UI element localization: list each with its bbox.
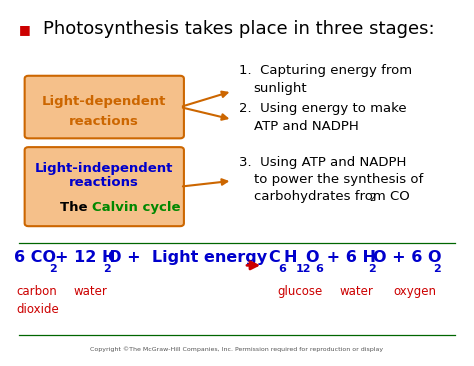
Text: 6: 6 — [278, 264, 286, 274]
Text: carbohydrates from CO: carbohydrates from CO — [254, 190, 410, 203]
Text: 2: 2 — [103, 264, 111, 274]
Text: Light-independent: Light-independent — [35, 162, 173, 175]
Text: 2.  Using energy to make: 2. Using energy to make — [239, 102, 407, 116]
Text: + 12 H: + 12 H — [55, 250, 115, 265]
Text: carbon: carbon — [17, 285, 57, 299]
Text: reactions: reactions — [69, 176, 139, 190]
Text: to power the synthesis of: to power the synthesis of — [254, 173, 423, 186]
Text: O +  Light energy: O + Light energy — [108, 250, 267, 265]
Text: Photosynthesis takes place in three stages:: Photosynthesis takes place in three stag… — [43, 20, 434, 38]
Text: ATP and NADPH: ATP and NADPH — [254, 120, 358, 133]
Text: water: water — [340, 285, 374, 299]
Text: + 6 H: + 6 H — [321, 250, 376, 265]
Text: 3.  Using ATP and NADPH: 3. Using ATP and NADPH — [239, 156, 407, 169]
Text: 2: 2 — [368, 264, 375, 274]
Text: dioxide: dioxide — [17, 303, 59, 316]
Text: 1.  Capturing energy from: 1. Capturing energy from — [239, 64, 412, 77]
Text: water: water — [73, 285, 107, 299]
Text: O + 6 O: O + 6 O — [373, 250, 442, 265]
Text: oxygen: oxygen — [393, 285, 437, 299]
FancyBboxPatch shape — [25, 76, 184, 138]
Text: 2: 2 — [370, 193, 376, 202]
Text: ■: ■ — [19, 23, 31, 36]
Text: 2: 2 — [433, 264, 441, 274]
Text: C: C — [268, 250, 280, 265]
Text: 2: 2 — [49, 264, 56, 274]
Text: Light-dependent: Light-dependent — [42, 95, 166, 108]
Text: O: O — [305, 250, 319, 265]
Text: 6 CO: 6 CO — [14, 250, 56, 265]
Text: Calvin cycle: Calvin cycle — [92, 201, 181, 214]
Text: glucose: glucose — [277, 285, 322, 299]
Text: sunlight: sunlight — [254, 82, 307, 96]
Text: Copyright ©The McGraw-Hill Companies, Inc. Permission required for reproduction : Copyright ©The McGraw-Hill Companies, In… — [91, 346, 383, 351]
Text: H: H — [284, 250, 297, 265]
FancyBboxPatch shape — [25, 147, 184, 226]
Text: The: The — [60, 201, 92, 214]
Text: reactions: reactions — [69, 115, 139, 128]
Text: 6: 6 — [316, 264, 324, 274]
Text: 12: 12 — [295, 264, 311, 274]
